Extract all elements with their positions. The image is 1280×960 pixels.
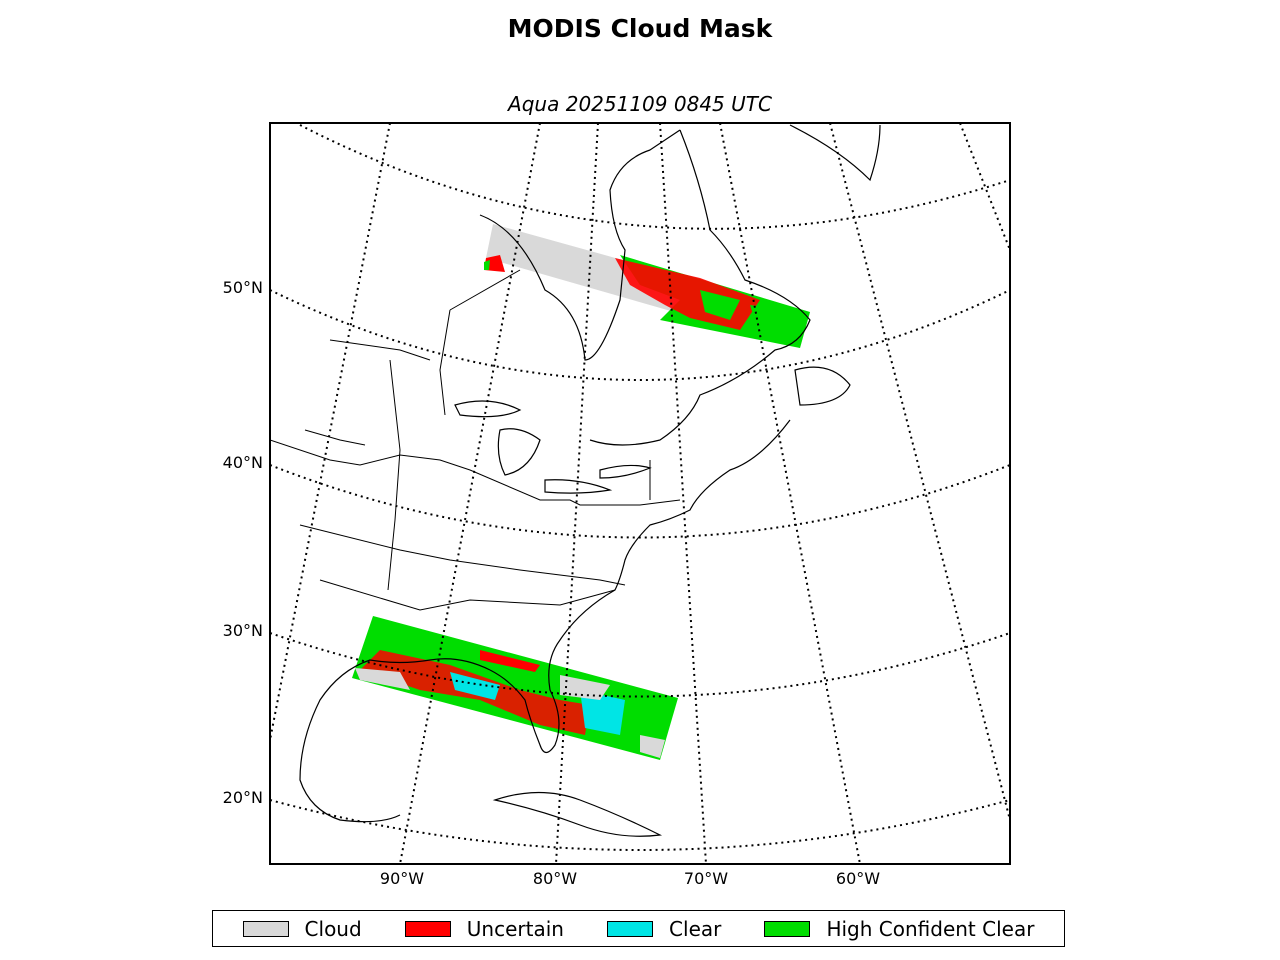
legend-label-high-confident-clear: High Confident Clear	[826, 916, 1035, 941]
legend: Cloud Uncertain Clear High Confident Cle…	[212, 910, 1065, 947]
lon-label-70w: 70°W	[683, 869, 729, 888]
lon-label-90w: 90°W	[379, 869, 425, 888]
coastlines	[299, 124, 881, 837]
legend-swatch-clear	[607, 920, 654, 937]
legend-item-uncertain: Uncertain	[404, 916, 564, 941]
legend-item-clear: Clear	[607, 917, 721, 941]
legend-item-high-confident-clear: High Confident Clear	[764, 917, 1034, 941]
lon-label-60w: 60°W	[835, 869, 881, 888]
figure-subtitle: Aqua 20251109 0845 UTC	[508, 92, 772, 116]
lon-label-80w: 80°W	[532, 869, 578, 888]
legend-swatch-uncertain	[404, 920, 451, 937]
legend-swatch-high-confident-clear	[764, 920, 811, 937]
map-frame	[269, 122, 1011, 865]
north-swath	[484, 224, 810, 348]
lat-label-50n: 50°N	[222, 278, 263, 297]
legend-label-clear: Clear	[669, 916, 722, 941]
legend-swatch-cloud	[242, 920, 289, 937]
legend-label-uncertain: Uncertain	[466, 916, 564, 941]
legend-label-cloud: Cloud	[304, 916, 362, 941]
longitude-lines	[270, 123, 1010, 864]
legend-item-cloud: Cloud	[242, 916, 362, 941]
latitude-lines	[270, 124, 1010, 851]
figure-title: MODIS Cloud Mask	[507, 14, 773, 43]
borders	[270, 269, 681, 611]
lat-label-30n: 30°N	[222, 621, 263, 640]
lat-label-40n: 40°N	[222, 453, 263, 472]
lat-label-20n: 20°N	[222, 788, 263, 807]
